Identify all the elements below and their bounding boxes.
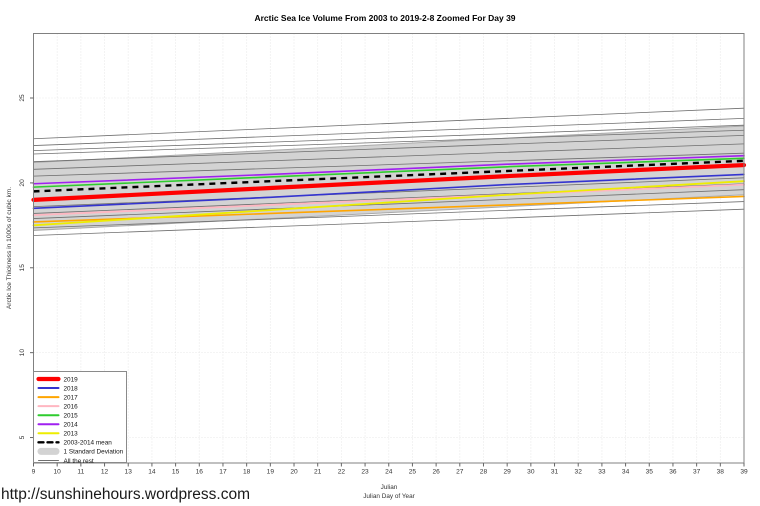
legend-label: 1 Standard Deviation [64,449,124,456]
x-tick-label: 12 [101,469,109,476]
y-tick-label: 20 [19,179,26,187]
x-tick-label: 33 [598,469,606,476]
x-tick-label: 21 [314,469,322,476]
x-tick-label: 19 [267,469,275,476]
x-tick-label: 20 [290,469,298,476]
rest-year-line [33,124,745,152]
legend-label: 2003-2014 mean [64,440,113,447]
mean-dashed-line [33,159,745,193]
x-tick-label: 32 [575,469,583,476]
rest-year-line [33,177,745,208]
legend-label: All the rest [64,458,94,465]
x-tick-label: 11 [77,469,84,476]
x-tick-label: 37 [693,469,701,476]
grid-lines [33,33,745,463]
rest-year-line [33,143,745,170]
x-tick-label: 29 [503,469,511,476]
x-tick-label: 35 [646,469,654,476]
x-tick-label: 24 [385,469,393,476]
year-series-lines [31,154,747,227]
y-axis-label: Arctic Ice Thickness in 1000s of cubic k… [6,187,13,309]
mean-line [33,159,745,193]
series-line-2015 [32,157,745,188]
x-tick-label: 34 [622,469,630,476]
legend-swatch-band [37,447,60,455]
rest-year-line [33,189,745,219]
chart-title: Arctic Sea Ice Volume From 2003 to 2019-… [254,13,515,23]
x-tick-label: 9 [32,469,36,476]
legend-box [33,371,127,463]
x-tick-label: 38 [717,469,725,476]
rest-year-line [33,201,745,229]
rest-year-line [33,117,745,146]
rest-year-line [33,107,745,140]
series-line-2016 [32,183,745,217]
legend-label: 2018 [64,385,79,392]
legend-label: 2016 [64,403,79,410]
x-axis-label-2: Julian Day of Year [363,493,415,500]
x-tick-label: 28 [480,469,488,476]
rest-year-line [33,152,745,177]
legend: 2019 2018 2017 2016 2015 2014 2013 2003-2014 me… [33,371,127,465]
x-tick-label: 27 [456,469,464,476]
x-tick-label: 30 [527,469,535,476]
series-line-2018 [32,173,745,210]
series-line-2013 [32,180,745,227]
x-tick-label: 39 [740,469,748,476]
x-tick-label: 22 [338,469,346,476]
x-tick-label: 26 [432,469,440,476]
rest-year-line [33,134,745,163]
legend-label: 2017 [64,394,79,401]
legend-label: 2019 [64,376,79,383]
y-tick-label: 10 [19,349,26,357]
legend-label: 2014 [64,422,79,429]
x-tick-label: 25 [409,469,417,476]
footer-url: http://sunshinehours.wordpress.com [1,486,250,503]
y-tick-label: 5 [19,435,26,439]
x-tick-label: 10 [54,469,62,476]
y-tick-label: 25 [19,94,26,102]
rest-year-line [33,129,745,155]
all-the-rest-lines [33,107,745,236]
series-line-2019 [31,162,747,202]
x-tick-label: 17 [219,469,227,476]
x-tick-label: 23 [361,469,369,476]
axes: 9 10 11 12 13 14 15 16 17 18 19 20 21 22 23 24 25 26 27 28 2… [19,94,748,475]
rest-year-line [33,208,745,236]
legend-label: 2013 [64,431,79,438]
x-tick-label: 13 [125,469,133,476]
legend-label: 2015 [64,413,79,420]
x-axis-label-1: Julian [381,484,398,491]
y-tick-label: 15 [19,264,26,272]
x-tick-label: 16 [196,469,204,476]
x-tick-label: 36 [669,469,677,476]
x-tick-label: 14 [148,469,156,476]
x-tick-label: 31 [551,469,559,476]
series-line-2014 [32,154,745,185]
x-tick-label: 18 [243,469,251,476]
x-tick-label: 15 [172,469,180,476]
